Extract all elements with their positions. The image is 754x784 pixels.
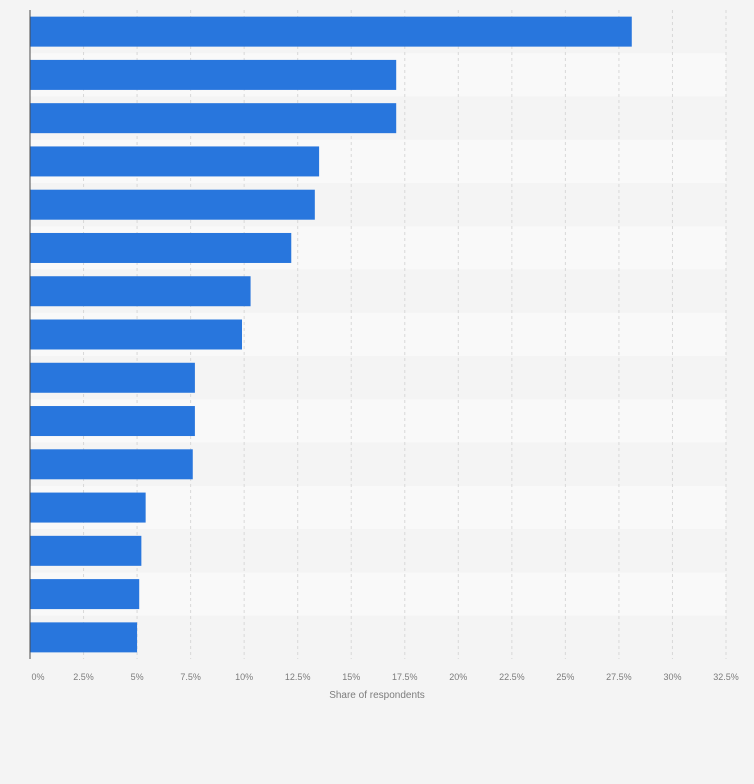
row-band bbox=[30, 615, 726, 659]
x-tick-label: 20% bbox=[449, 672, 467, 682]
x-tick-label: 22.5% bbox=[499, 672, 525, 682]
bar bbox=[30, 16, 632, 47]
bar bbox=[30, 59, 397, 90]
x-tick-label: 30% bbox=[663, 672, 681, 682]
bar bbox=[30, 622, 138, 653]
x-tick-label: 7.5% bbox=[180, 672, 201, 682]
x-tick-label: 10% bbox=[235, 672, 253, 682]
x-tick-label: 27.5% bbox=[606, 672, 632, 682]
bar bbox=[30, 103, 397, 134]
bar bbox=[30, 276, 251, 307]
x-tick-labels: 0% 2.5% 5% 7.5% 10% 12.5% 15% 17.5% 20% 22.5% 25% 2… bbox=[31, 672, 738, 682]
x-tick-label: 25% bbox=[556, 672, 574, 682]
x-tick-label: 12.5% bbox=[285, 672, 311, 682]
x-tick-label: 17.5% bbox=[392, 672, 418, 682]
x-tick-label: 15% bbox=[342, 672, 360, 682]
x-tick-label: 5% bbox=[131, 672, 144, 682]
bar bbox=[30, 406, 195, 437]
bar bbox=[30, 189, 315, 220]
bar bbox=[30, 362, 195, 393]
row-band bbox=[30, 485, 726, 530]
x-axis-label: Share of respondents bbox=[329, 690, 425, 701]
row-band bbox=[30, 572, 726, 616]
x-tick-label: 32.5% bbox=[713, 672, 739, 682]
bar bbox=[30, 449, 193, 480]
bar bbox=[30, 146, 320, 177]
bar bbox=[30, 535, 142, 566]
bar bbox=[30, 319, 243, 350]
x-tick-label: 0% bbox=[31, 672, 44, 682]
bar bbox=[30, 492, 146, 523]
bars bbox=[30, 16, 632, 653]
bar bbox=[30, 232, 292, 263]
bar bbox=[30, 579, 140, 610]
x-tick-label: 2.5% bbox=[73, 672, 94, 682]
row-band bbox=[30, 529, 726, 573]
